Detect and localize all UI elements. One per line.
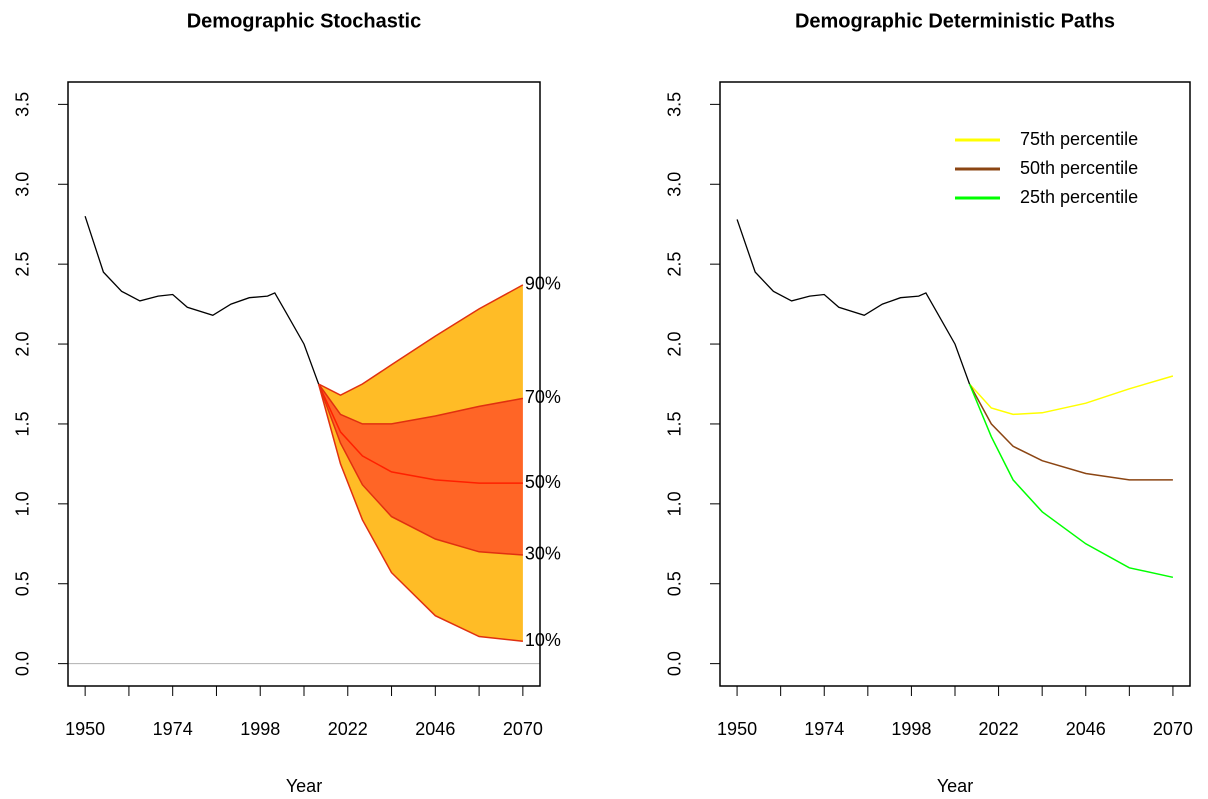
x-tick-label: 2022 [328, 719, 368, 739]
y-tick-label: 1.5 [13, 411, 33, 436]
y-tick-label: 2.0 [13, 332, 33, 357]
fan-label: 10% [525, 630, 561, 650]
series-line [318, 284, 524, 397]
x-axis-label: Year [937, 776, 973, 796]
y-tick-label: 0.5 [665, 571, 685, 596]
x-tick-label: 1974 [153, 719, 193, 739]
legend-label: 25th percentile [1020, 187, 1138, 207]
y-tick-label: 3.5 [665, 92, 685, 117]
series-line [317, 383, 523, 484]
series-line [317, 383, 523, 556]
x-tick-label: 1998 [240, 719, 280, 739]
y-tick-label: 3.5 [13, 92, 33, 117]
y-tick-label: 1.5 [665, 411, 685, 436]
series-line [968, 383, 1174, 579]
y-tick-label: 2.5 [13, 252, 33, 277]
history-line [84, 215, 320, 385]
y-tick-label: 0.0 [665, 651, 685, 676]
series-line [968, 383, 1173, 481]
x-tick-label: 1950 [65, 719, 105, 739]
x-tick-label: 2022 [979, 719, 1019, 739]
history-line [736, 219, 971, 385]
x-tick-label: 1950 [717, 719, 757, 739]
chart-title: Demographic Stochastic [187, 10, 422, 32]
x-tick-label: 2046 [415, 719, 455, 739]
series-line [968, 375, 1174, 416]
x-tick-label: 2070 [503, 719, 543, 739]
y-tick-label: 3.0 [665, 172, 685, 197]
legend-label: 75th percentile [1020, 129, 1138, 149]
plot-frame [67, 81, 541, 687]
fan-band [318, 384, 523, 484]
fan-label: 90% [525, 274, 561, 294]
fan-band [318, 384, 523, 555]
fan-label: 70% [525, 387, 561, 407]
x-tick-label: 2070 [1153, 719, 1193, 739]
legend-label: 50th percentile [1020, 158, 1138, 178]
x-tick-label: 1974 [804, 719, 844, 739]
x-axis-label: Year [286, 776, 322, 796]
fan-band [318, 384, 523, 642]
series-line [317, 383, 524, 425]
chart-title: Demographic Deterministic Paths [795, 10, 1115, 32]
series-line [317, 383, 523, 643]
x-tick-label: 1998 [891, 719, 931, 739]
fan-label: 30% [525, 544, 561, 564]
y-tick-label: 3.0 [13, 172, 33, 197]
fan-label: 50% [525, 472, 561, 492]
y-tick-label: 0.0 [13, 651, 33, 676]
y-tick-label: 0.5 [13, 571, 33, 596]
fan-band [318, 284, 523, 424]
y-tick-label: 2.0 [665, 332, 685, 357]
y-tick-label: 1.0 [13, 491, 33, 516]
y-tick-label: 1.0 [665, 491, 685, 516]
x-tick-label: 2046 [1066, 719, 1106, 739]
plot-frame [719, 81, 1191, 687]
y-tick-label: 2.5 [665, 252, 685, 277]
